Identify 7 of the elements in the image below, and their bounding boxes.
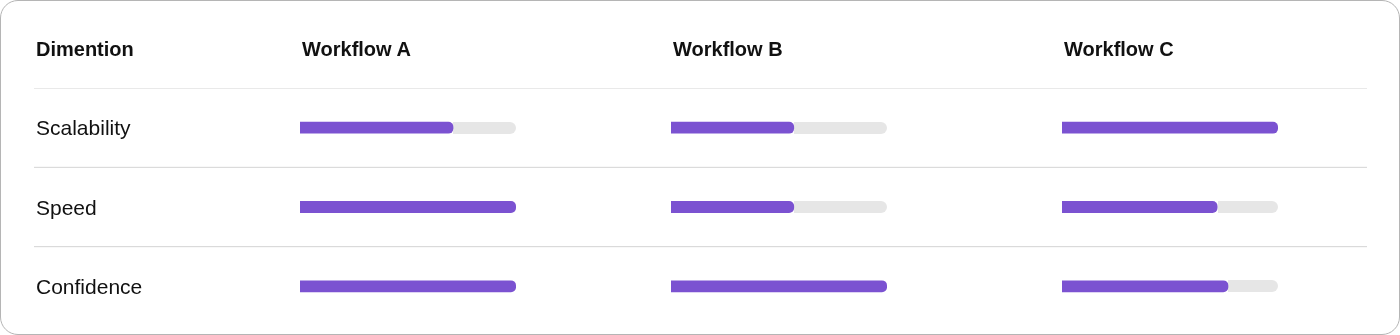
- y-axis-title: Dimention: [36, 38, 134, 60]
- chart-title: Workflow C: [1064, 38, 1174, 60]
- chart-title: Workflow B: [673, 38, 783, 60]
- y-tick-label: Scalability: [36, 116, 132, 139]
- y-tick-label: Confidence: [36, 275, 143, 298]
- chart-title: Workflow A: [302, 38, 411, 60]
- y-tick-label: Speed: [36, 196, 97, 219]
